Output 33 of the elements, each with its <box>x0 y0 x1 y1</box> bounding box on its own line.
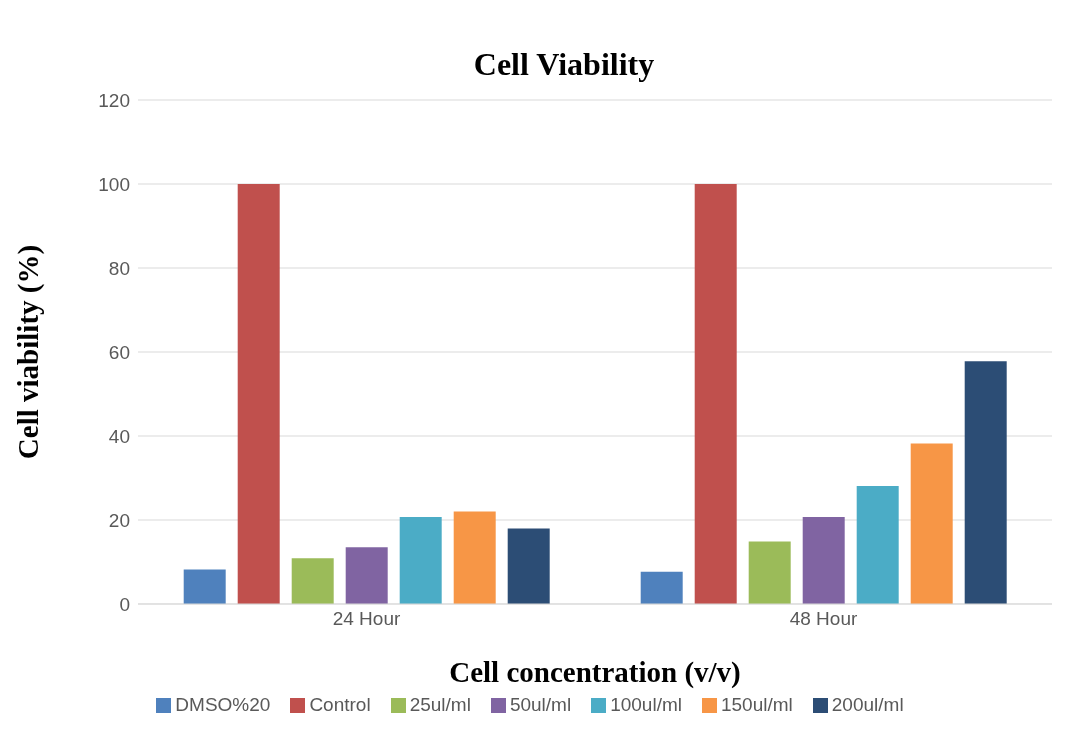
legend-label: Control <box>309 694 371 715</box>
legend-label: 150ul/ml <box>720 694 793 715</box>
chart-title: Cell Viability <box>472 45 656 84</box>
x-tick-label: 24 Hour <box>332 608 401 630</box>
x-tick-label: 48 Hour <box>789 608 858 630</box>
legend-label: 200ul/ml <box>831 694 904 715</box>
bar <box>694 184 737 604</box>
bar <box>856 485 899 604</box>
bar <box>964 361 1007 604</box>
bar <box>748 541 791 604</box>
x-axis-title: Cell concentration (v/v) <box>449 656 741 689</box>
legend-label: 100ul/ml <box>610 694 682 715</box>
legend-label: 25ul/ml <box>409 694 471 715</box>
y-tick-label: 40 <box>108 425 130 447</box>
bar <box>291 558 334 604</box>
bar <box>183 569 226 604</box>
y-tick-label: 60 <box>108 341 130 363</box>
bar <box>910 443 953 604</box>
bar <box>453 511 496 604</box>
bar <box>802 517 845 604</box>
y-tick-label: 80 <box>108 257 130 279</box>
bar <box>399 517 442 604</box>
bar <box>345 547 388 604</box>
y-tick-label: 20 <box>108 509 130 531</box>
bar <box>237 184 280 604</box>
y-axis-title: Cell viability (%) <box>12 244 46 460</box>
y-tick-label: 0 <box>119 593 130 615</box>
legend-label: 50ul/ml <box>509 694 572 715</box>
bar <box>507 528 550 604</box>
legend-label: DMSO%20 <box>175 694 271 715</box>
y-tick-label: 100 <box>98 173 130 195</box>
y-tick-label: 120 <box>98 89 130 111</box>
bar <box>640 571 683 604</box>
